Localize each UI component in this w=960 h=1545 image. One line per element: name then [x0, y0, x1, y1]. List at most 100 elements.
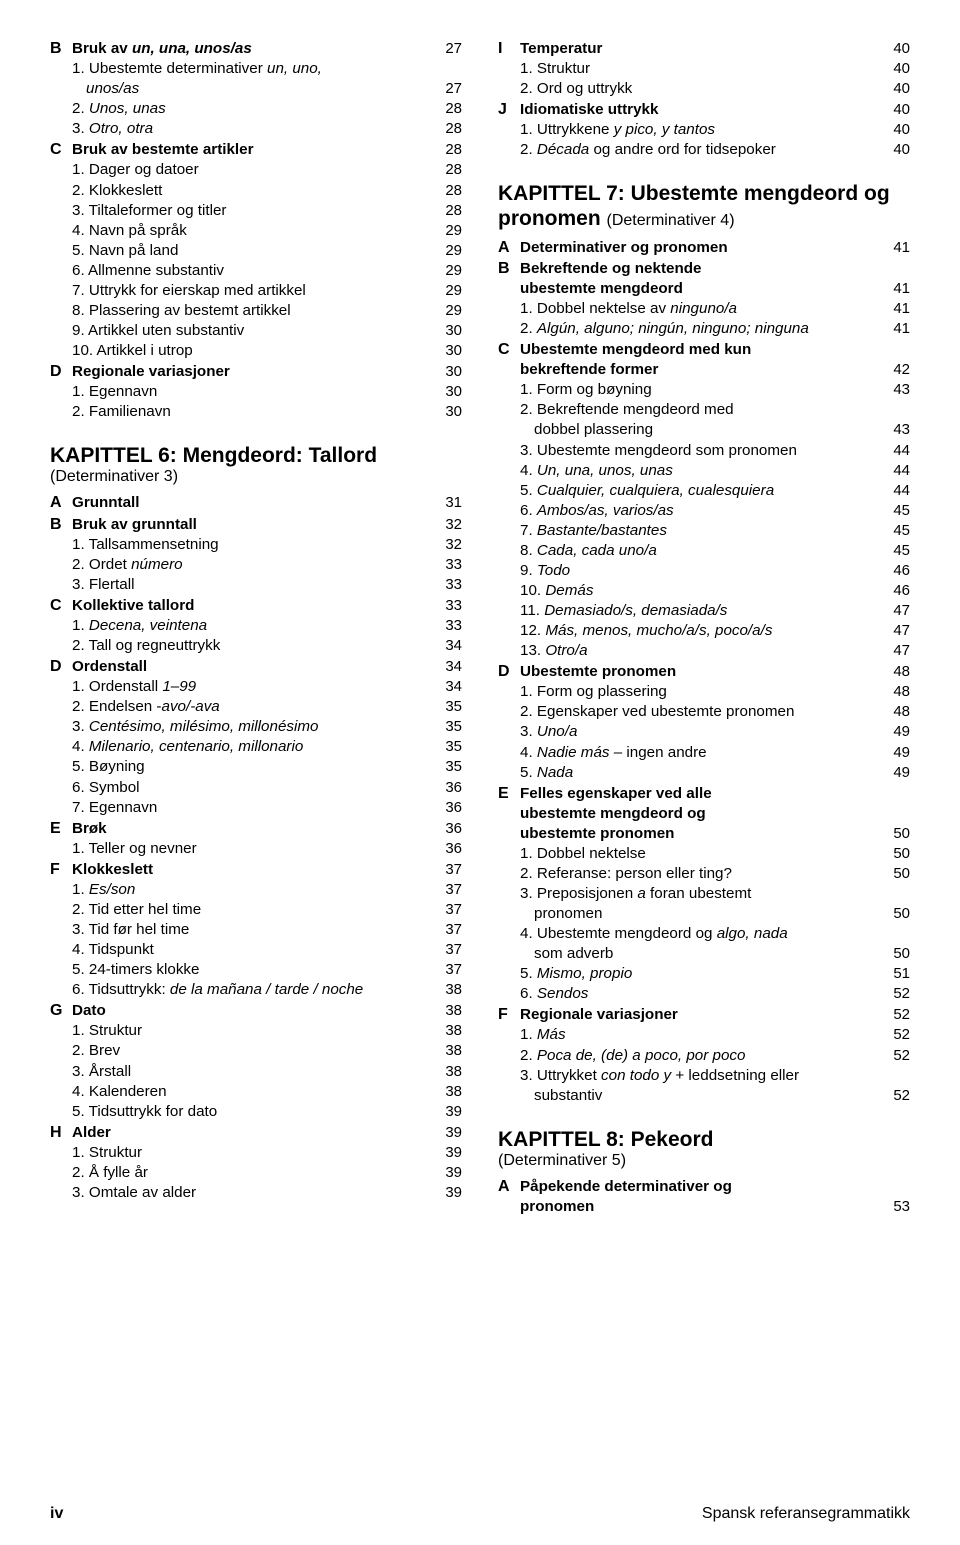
toc-row: som adverb50 — [498, 944, 910, 964]
toc-label: 3. Preposisjonen a foran ubestemt — [520, 884, 910, 904]
toc-row: unos/as27 — [50, 79, 462, 99]
toc-page: 29 — [436, 241, 462, 261]
toc-row: 6. Sendos52 — [498, 984, 910, 1004]
toc-label: Bruk av bestemte artikler — [72, 140, 436, 160]
toc-page: 38 — [436, 1041, 462, 1061]
page-number: iv — [50, 1505, 63, 1523]
toc-page: 48 — [884, 702, 910, 722]
toc-row: 3. Flertall33 — [50, 575, 462, 595]
toc-page: 34 — [436, 657, 462, 677]
toc-label: 7. Bastante/bastantes — [520, 521, 884, 541]
toc-page: 40 — [884, 79, 910, 99]
toc-page: 40 — [884, 100, 910, 120]
toc-page: 29 — [436, 261, 462, 281]
toc-row: 2. Brev38 — [50, 1041, 462, 1061]
toc-label: 1. Dager og datoer — [72, 160, 436, 180]
toc-row: DUbestemte pronomen48 — [498, 661, 910, 682]
toc-row: 3. Uttrykket con todo y + leddsetning el… — [498, 1066, 910, 1086]
toc-page: 30 — [436, 402, 462, 422]
page-footer: iv Spansk referansegrammatikk — [50, 1505, 910, 1523]
toc-label: Idiomatiske uttrykk — [520, 100, 884, 120]
toc-label: 5. Navn på land — [72, 241, 436, 261]
toc-page: 52 — [884, 1005, 910, 1025]
toc-label: Regionale variasjoner — [72, 362, 436, 382]
toc-row: bekreftende former42 — [498, 360, 910, 380]
toc-row: 2. Å fylle år39 — [50, 1163, 462, 1183]
toc-page: 32 — [436, 535, 462, 555]
toc-row: GDato38 — [50, 1000, 462, 1021]
toc-row: 3. Tiltaleformer og titler28 — [50, 201, 462, 221]
toc-row: 8. Cada, cada uno/a45 — [498, 541, 910, 561]
toc-page: 29 — [436, 301, 462, 321]
toc-page: 47 — [884, 641, 910, 661]
toc-label: 1. Struktur — [520, 59, 884, 79]
toc-page: 38 — [436, 1082, 462, 1102]
toc-label: 4. Tidspunkt — [72, 940, 436, 960]
toc-label: 6. Sendos — [520, 984, 884, 1004]
toc-row: 1. Más52 — [498, 1025, 910, 1045]
toc-row: 3. Omtale av alder39 — [50, 1183, 462, 1203]
toc-label: 4. Navn på språk — [72, 221, 436, 241]
toc-row: 1. Dager og datoer28 — [50, 160, 462, 180]
toc-page: 30 — [436, 341, 462, 361]
toc-page: 50 — [884, 824, 910, 844]
toc-row: 2. Algún, alguno; ningún, ninguno; ningu… — [498, 319, 910, 339]
toc-row: 2. Endelsen -avo/-ava35 — [50, 697, 462, 717]
toc-row: 1. Dobbel nektelse50 — [498, 844, 910, 864]
toc-row: 11. Demasiado/s, demasiada/s47 — [498, 601, 910, 621]
toc-row: EFelles egenskaper ved alle — [498, 783, 910, 804]
toc-label: 7. Uttrykk for eierskap med artikkel — [72, 281, 436, 301]
toc-label: 1. Struktur — [72, 1021, 436, 1041]
toc-label: 3. Ubestemte mengdeord som pronomen — [520, 441, 884, 461]
toc-row: 3. Centésimo, milésimo, millonésimo35 — [50, 717, 462, 737]
toc-row: 2. Tid etter hel time37 — [50, 900, 462, 920]
toc-label: 9. Artikkel uten substantiv — [72, 321, 436, 341]
toc-row: 5. 24-timers klokke37 — [50, 960, 462, 980]
toc-row: 1. Struktur38 — [50, 1021, 462, 1041]
section-letter: A — [498, 1176, 520, 1197]
toc-label: pronomen — [520, 1197, 884, 1217]
section-letter: A — [50, 492, 72, 513]
toc-page: 46 — [884, 561, 910, 581]
toc-row: 5. Tidsuttrykk for dato39 — [50, 1102, 462, 1122]
toc-label: Regionale variasjoner — [520, 1005, 884, 1025]
toc-label: 3. Årstall — [72, 1062, 436, 1082]
toc-row: 2. Ord og uttrykk40 — [498, 79, 910, 99]
toc-page: 28 — [436, 99, 462, 119]
toc-page: 38 — [436, 1021, 462, 1041]
toc-page: 48 — [884, 682, 910, 702]
toc-label: 4. Milenario, centenario, millonario — [72, 737, 436, 757]
toc-page: 42 — [884, 360, 910, 380]
toc-label: 3. Omtale av alder — [72, 1183, 436, 1203]
toc-label: 5. 24-timers klokke — [72, 960, 436, 980]
toc-page: 49 — [884, 763, 910, 783]
toc-row: 3. Tid før hel time37 — [50, 920, 462, 940]
toc-row: ADeterminativer og pronomen41 — [498, 237, 910, 258]
toc-row: 3. Ubestemte mengdeord som pronomen44 — [498, 441, 910, 461]
toc-page: 48 — [884, 662, 910, 682]
section-letter: C — [498, 339, 520, 360]
toc-label: 10. Artikkel i utrop — [72, 341, 436, 361]
toc-label: 6. Tidsuttrykk: de la mañana / tarde / n… — [72, 980, 436, 1000]
toc-row: BBekreftende og nektende — [498, 258, 910, 279]
toc-page: 33 — [436, 555, 462, 575]
toc-label: 5. Nada — [520, 763, 884, 783]
toc-row: DRegionale variasjoner30 — [50, 361, 462, 382]
toc-page: 33 — [436, 596, 462, 616]
toc-label: 12. Más, menos, mucho/a/s, poco/a/s — [520, 621, 884, 641]
toc-label: 1. Más — [520, 1025, 884, 1045]
toc-row: 4. Ubestemte mengdeord og algo, nada — [498, 924, 910, 944]
toc-row: 6. Allmenne substantiv29 — [50, 261, 462, 281]
toc-row: 10. Demás46 — [498, 581, 910, 601]
toc-row: 4. Kalenderen38 — [50, 1082, 462, 1102]
toc-page: 38 — [436, 1001, 462, 1021]
toc-page: 33 — [436, 575, 462, 595]
toc-page: 28 — [436, 140, 462, 160]
toc-page: 39 — [436, 1183, 462, 1203]
toc-label: 1. Tallsammensetning — [72, 535, 436, 555]
toc-page: 37 — [436, 900, 462, 920]
toc-row: 4. Un, una, unos, unas44 — [498, 461, 910, 481]
section-letter: E — [50, 818, 72, 839]
toc-label: 2. Brev — [72, 1041, 436, 1061]
toc-page: 39 — [436, 1143, 462, 1163]
